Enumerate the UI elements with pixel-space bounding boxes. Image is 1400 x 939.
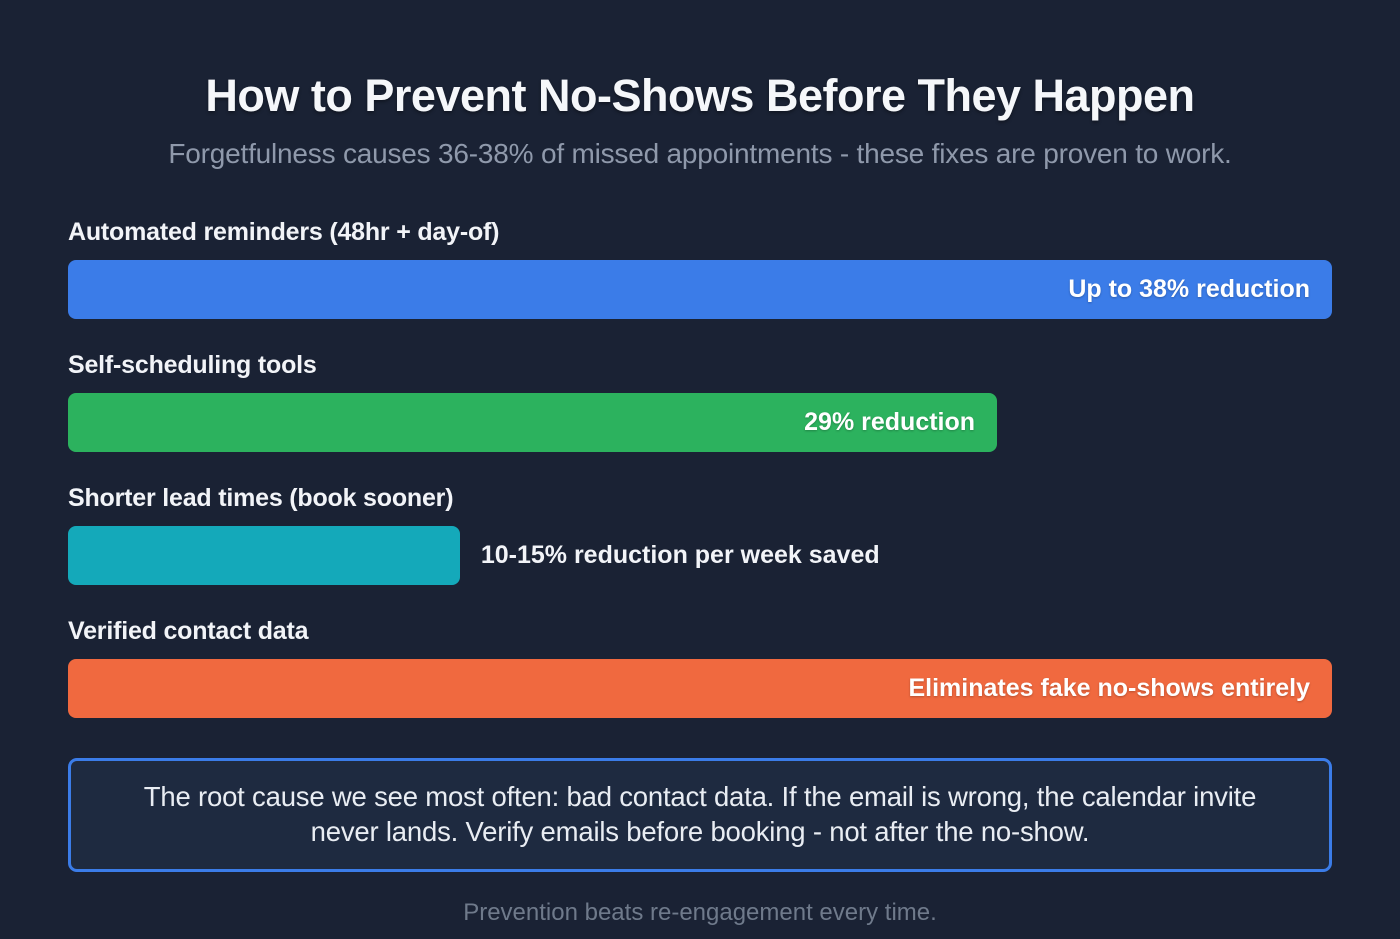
page-title: How to Prevent No-Shows Before They Happ… <box>205 70 1195 121</box>
bar-value-label: 29% reduction <box>804 407 976 436</box>
callout-text: The root cause we see most often: bad co… <box>143 780 1257 847</box>
bar-track: Eliminates fake no-shows entirely <box>68 658 1332 718</box>
bar-category-label: Verified contact data <box>68 616 309 645</box>
bar-value-label: 10-15% reduction per week saved <box>480 540 880 569</box>
bar-value-label: Eliminates fake no-shows entirely <box>908 673 1310 702</box>
bar-track: Up to 38% reduction <box>68 259 1332 319</box>
footer-note: Prevention beats re-engagement every tim… <box>463 898 937 926</box>
bar: 29% reduction <box>68 392 998 452</box>
bar-track: 29% reduction <box>68 392 1332 452</box>
chart-row: Shorter lead times (book sooner) 10-15% … <box>68 484 1332 585</box>
bar-category-label: Automated reminders (48hr + day-of) <box>68 217 500 246</box>
bar-category-label: Shorter lead times (book sooner) <box>68 483 454 512</box>
bar <box>68 525 460 585</box>
bar: Eliminates fake no-shows entirely <box>68 658 1332 718</box>
bar: Up to 38% reduction <box>68 259 1332 319</box>
chart-row: Automated reminders (48hr + day-of) Up t… <box>68 218 1332 319</box>
bar-value-label: Up to 38% reduction <box>1068 274 1310 303</box>
bar-chart: Automated reminders (48hr + day-of) Up t… <box>68 218 1332 718</box>
bar-track: 10-15% reduction per week saved <box>68 525 1332 585</box>
callout-box: The root cause we see most often: bad co… <box>68 757 1332 872</box>
chart-row: Self-scheduling tools 29% reduction <box>68 351 1332 452</box>
chart-row: Verified contact data Eliminates fake no… <box>68 617 1332 718</box>
bar-category-label: Self-scheduling tools <box>68 350 317 379</box>
page-subtitle: Forgetfulness causes 36-38% of missed ap… <box>168 137 1232 169</box>
